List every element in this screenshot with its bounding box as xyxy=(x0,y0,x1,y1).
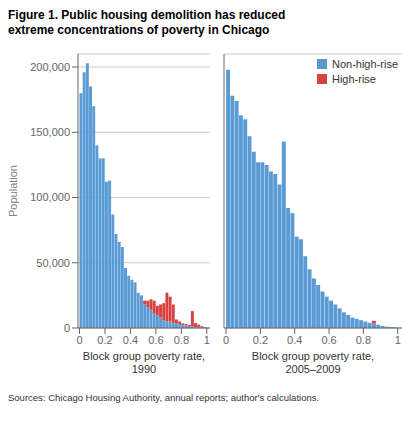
svg-text:0.6: 0.6 xyxy=(321,334,336,346)
svg-text:1: 1 xyxy=(395,334,401,346)
svg-text:0.4: 0.4 xyxy=(287,334,302,346)
svg-text:0.8: 0.8 xyxy=(356,334,371,346)
svg-text:0.4: 0.4 xyxy=(123,334,138,346)
svg-text:50,000: 50,000 xyxy=(36,257,70,269)
html-text:Non-high-rise: Non-high-rise xyxy=(332,58,398,70)
svg-text:150,000: 150,000 xyxy=(30,126,70,138)
html-text:High-rise: High-rise xyxy=(332,73,376,85)
svg-text:0: 0 xyxy=(64,322,70,334)
svg-text:0.6: 0.6 xyxy=(148,334,163,346)
svg-text:Population: Population xyxy=(8,165,19,217)
svg-text:0: 0 xyxy=(223,334,229,346)
svg-text:0.2: 0.2 xyxy=(253,334,268,346)
svg-text:0: 0 xyxy=(76,334,82,346)
html-text:Sources: Chicago Housing Autho: Sources: Chicago Housing Authority, annu… xyxy=(8,392,320,403)
svg-text:100,000: 100,000 xyxy=(30,191,70,203)
svg-text:0.8: 0.8 xyxy=(174,334,189,346)
svg-text:Block group poverty rate,1990: Block group poverty rate,1990 xyxy=(83,350,205,375)
svg-text:Block group poverty rate,2005–: Block group poverty rate,2005–2009 xyxy=(252,350,374,375)
svg-text:0.2: 0.2 xyxy=(97,334,112,346)
svg-text:1: 1 xyxy=(204,334,210,346)
svg-text:200,000: 200,000 xyxy=(30,61,70,73)
html-text:Figure 1. Public housing demol: Figure 1. Public housing demolition has … xyxy=(8,8,286,37)
